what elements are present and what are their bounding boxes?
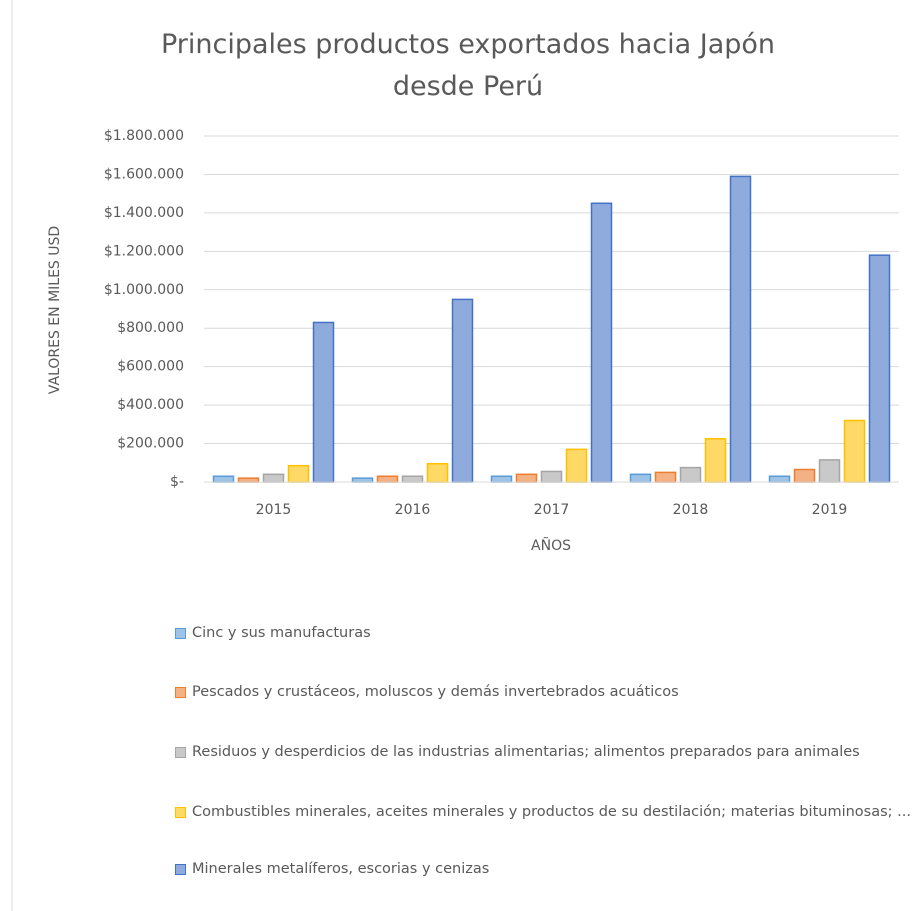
legend-label: Cinc y sus manufacturas — [192, 625, 371, 641]
x-tick-label: 2018 — [673, 502, 709, 518]
x-axis-label: AÑOS — [531, 537, 571, 554]
y-tick-label: $400.000 — [117, 397, 184, 413]
bar — [451, 298, 474, 483]
bar — [843, 419, 866, 483]
bar — [426, 462, 449, 483]
legend-swatch — [175, 747, 186, 758]
bar — [376, 475, 399, 483]
legend-label: Residuos y desperdicios de las industria… — [192, 744, 860, 760]
legend-label: Minerales metalíferos, escorias y ceniza… — [192, 861, 490, 877]
legend-swatch — [175, 628, 186, 639]
y-tick-label: $600.000 — [117, 359, 184, 375]
y-tick-label: $1.200.000 — [104, 243, 184, 259]
bar — [490, 475, 513, 483]
bar — [212, 475, 235, 483]
legend-label: Pescados y crustáceos, moluscos y demás … — [192, 684, 679, 700]
legend-item: Pescados y crustáceos, moluscos y demás … — [175, 680, 915, 705]
legend-item: Residuos y desperdicios de las industria… — [175, 740, 915, 765]
legend-label: Combustibles minerales, aceites minerale… — [192, 804, 911, 820]
legend-swatch — [175, 864, 186, 875]
legend-swatch — [175, 807, 186, 818]
bar — [679, 466, 702, 483]
bar — [654, 471, 677, 483]
legend-item: Minerales metalíferos, escorias y ceniza… — [175, 857, 915, 882]
y-tick-label: $1.800.000 — [104, 128, 184, 144]
legend-item: Cinc y sus manufacturas — [175, 621, 915, 646]
legend-swatch — [175, 687, 186, 698]
bar — [590, 202, 613, 483]
y-axis-label: VALORES EN MILES USD — [47, 226, 63, 394]
bar — [629, 473, 652, 483]
x-tick-label: 2015 — [256, 502, 292, 518]
bar — [401, 475, 424, 483]
bar — [287, 464, 310, 483]
bar — [540, 470, 563, 483]
y-tick-label: $1.000.000 — [104, 282, 184, 298]
bar — [565, 448, 588, 483]
x-tick-label: 2019 — [812, 502, 848, 518]
x-tick-label: 2016 — [395, 502, 431, 518]
bar — [793, 468, 816, 483]
x-tick-label: 2017 — [534, 502, 570, 518]
bar — [262, 473, 285, 483]
bar — [729, 175, 752, 483]
chart-title: Principales productos exportados hacia J… — [160, 29, 776, 102]
bar — [704, 438, 727, 483]
y-tick-label: $200.000 — [117, 436, 184, 452]
y-tick-label: $- — [170, 474, 184, 490]
bar — [768, 475, 791, 483]
bar — [868, 254, 891, 483]
y-tick-label: $800.000 — [117, 320, 184, 336]
legend-item: Combustibles minerales, aceites minerale… — [175, 800, 915, 825]
bar — [515, 473, 538, 483]
bar — [351, 477, 374, 483]
chart-border — [11, 0, 13, 911]
bar — [237, 477, 260, 483]
bar — [818, 459, 841, 483]
y-tick-label: $1.600.000 — [104, 166, 184, 182]
bar — [312, 321, 335, 483]
y-tick-label: $1.400.000 — [104, 205, 184, 221]
